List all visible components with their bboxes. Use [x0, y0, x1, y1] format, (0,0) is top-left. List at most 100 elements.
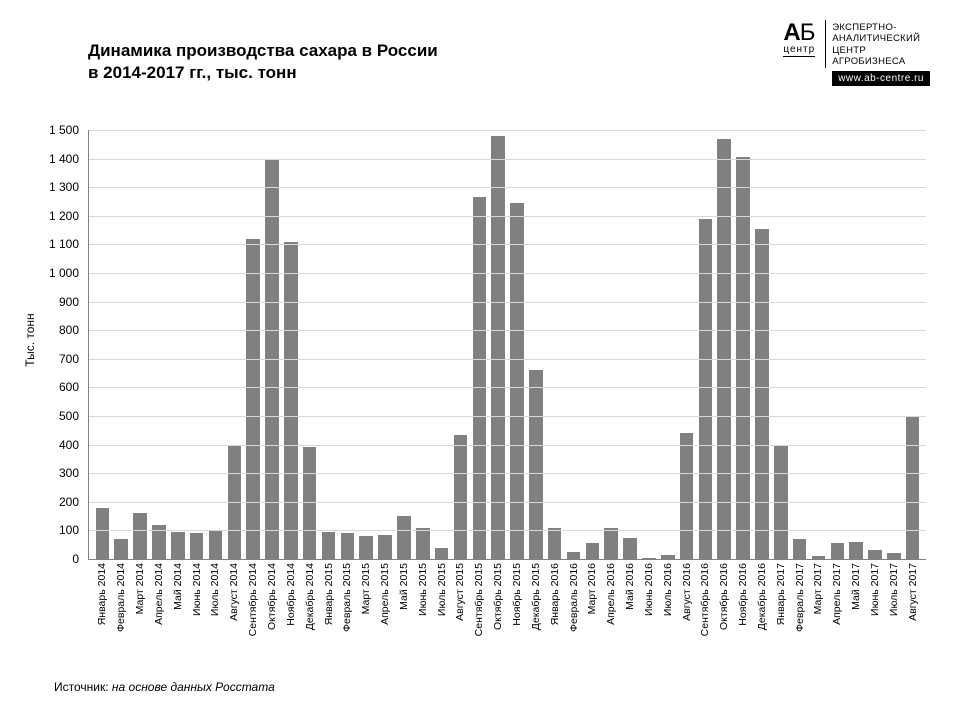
bar: [548, 528, 562, 559]
x-tick-label: Октябрь 2016: [718, 559, 730, 630]
x-tick-label: Апрель 2016: [605, 559, 617, 625]
bar: [604, 528, 618, 559]
bar-slot: Июль 2015: [432, 130, 451, 559]
x-tick-label: Январь 2014: [96, 559, 108, 625]
gridline: [89, 530, 926, 531]
gridline: [89, 216, 926, 217]
x-tick-label: Август 2014: [228, 559, 240, 621]
gridline: [89, 387, 926, 388]
x-tick-label: Май 2014: [172, 559, 184, 610]
bar: [454, 435, 468, 559]
bar-slot: Сентябрь 2016: [696, 130, 715, 559]
x-tick-label: Октябрь 2014: [266, 559, 278, 630]
y-tick-label: 0: [72, 552, 79, 566]
bar: [190, 533, 204, 559]
x-tick-label: Апрель 2015: [379, 559, 391, 625]
bar-slot: Ноябрь 2015: [508, 130, 527, 559]
bar-slot: Апрель 2016: [602, 130, 621, 559]
bar: [114, 539, 128, 559]
bar-slot: Январь 2015: [319, 130, 338, 559]
bar: [623, 538, 637, 559]
bar-slot: Август 2014: [225, 130, 244, 559]
bar-slot: Июль 2017: [884, 130, 903, 559]
x-tick-label: Май 2016: [624, 559, 636, 610]
bar-slot: Октябрь 2016: [715, 130, 734, 559]
bar-slot: Сентябрь 2014: [244, 130, 263, 559]
x-tick-label: Октябрь 2015: [492, 559, 504, 630]
gridline: [89, 273, 926, 274]
bar-slot: Март 2016: [583, 130, 602, 559]
x-tick-label: Июнь 2014: [191, 559, 203, 616]
bar-slot: Ноябрь 2014: [281, 130, 300, 559]
bar: [341, 533, 355, 559]
x-tick-label: Апрель 2017: [831, 559, 843, 625]
x-tick-label: Январь 2016: [549, 559, 561, 625]
gridline: [89, 187, 926, 188]
y-axis-label: Тыс. тонн: [23, 313, 37, 366]
bar-slot: Декабрь 2015: [526, 130, 545, 559]
bar-slot: Июль 2014: [206, 130, 225, 559]
gridline: [89, 244, 926, 245]
bar: [397, 516, 411, 559]
chart-area: Январь 2014Февраль 2014Март 2014Апрель 2…: [88, 130, 926, 560]
source-label: Источник:: [54, 680, 112, 694]
bar-slot: Февраль 2017: [790, 130, 809, 559]
bar-slot: Ноябрь 2016: [734, 130, 753, 559]
bar: [416, 528, 430, 559]
bar: [473, 197, 487, 559]
gridline: [89, 302, 926, 303]
bar: [699, 219, 713, 559]
bar-slot: Февраль 2016: [564, 130, 583, 559]
bar-slot: Февраль 2014: [112, 130, 131, 559]
y-tick-label: 300: [59, 466, 79, 480]
bar-slot: Июнь 2014: [187, 130, 206, 559]
gridline: [89, 445, 926, 446]
y-tick-label: 500: [59, 409, 79, 423]
bar: [491, 136, 505, 559]
bar: [586, 543, 600, 559]
bar: [680, 433, 694, 559]
x-tick-label: Апрель 2014: [153, 559, 165, 625]
bar-slot: Апрель 2017: [828, 130, 847, 559]
y-tick-label: 1 000: [49, 266, 79, 280]
x-tick-label: Январь 2017: [775, 559, 787, 625]
x-tick-label: Июнь 2017: [869, 559, 881, 616]
bar: [359, 536, 373, 559]
y-tick-label: 400: [59, 438, 79, 452]
logo-divider: [825, 20, 826, 68]
bar-slot: Май 2017: [847, 130, 866, 559]
logo-centre-word: центр: [783, 44, 815, 57]
chart-title: Динамика производства сахара в России в …: [88, 40, 438, 84]
x-tick-label: Сентябрь 2014: [247, 559, 259, 636]
x-tick-label: Июнь 2016: [643, 559, 655, 616]
x-tick-label: Август 2015: [454, 559, 466, 621]
bar: [284, 242, 298, 559]
logo-url: www.ab-centre.ru: [832, 71, 930, 86]
source-text: на основе данных Росстата: [112, 680, 275, 694]
y-tick-label: 600: [59, 380, 79, 394]
bar-slot: Июнь 2016: [639, 130, 658, 559]
bar-slot: Июнь 2015: [413, 130, 432, 559]
y-tick-label: 200: [59, 495, 79, 509]
x-tick-label: Май 2017: [850, 559, 862, 610]
bar: [793, 539, 807, 559]
bar: [303, 447, 317, 559]
x-tick-label: Ноябрь 2014: [285, 559, 297, 626]
bar-slot: Июнь 2017: [866, 130, 885, 559]
gridline: [89, 159, 926, 160]
gridline: [89, 130, 926, 131]
bar: [868, 550, 882, 559]
bar-slot: Январь 2016: [545, 130, 564, 559]
x-tick-label: Май 2015: [398, 559, 410, 610]
x-tick-label: Декабрь 2015: [530, 559, 542, 630]
bar-slot: Май 2015: [395, 130, 414, 559]
x-tick-label: Июль 2014: [209, 559, 221, 616]
bar-slot: Апрель 2015: [376, 130, 395, 559]
x-tick-label: Июнь 2015: [417, 559, 429, 616]
gridline: [89, 502, 926, 503]
bar: [717, 139, 731, 559]
plot: Январь 2014Февраль 2014Март 2014Апрель 2…: [88, 130, 926, 560]
bar-slot: Декабрь 2014: [300, 130, 319, 559]
bar-slot: Май 2016: [621, 130, 640, 559]
logo: АБ центр ЭКСПЕРТНО- АНАЛИТИЧЕСКИЙ ЦЕНТР …: [783, 22, 930, 86]
